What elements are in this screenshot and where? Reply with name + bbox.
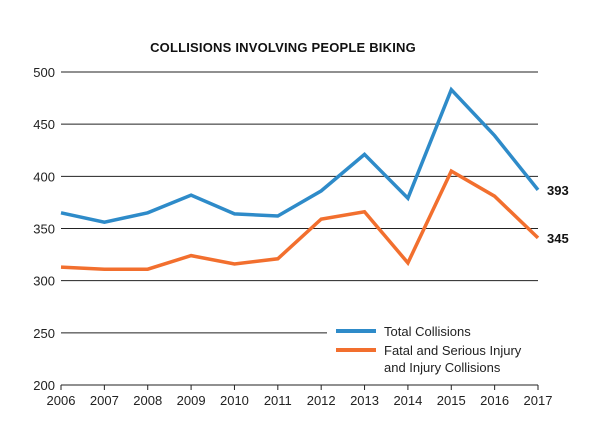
chart-title: COLLISIONS INVOLVING PEOPLE BIKING bbox=[150, 40, 416, 55]
x-tick-label: 2014 bbox=[393, 393, 422, 408]
y-tick-label: 200 bbox=[33, 378, 55, 393]
x-tick-label: 2011 bbox=[264, 393, 292, 408]
series-line-fatal-serious-injury bbox=[60, 168, 540, 271]
y-tick-label: 500 bbox=[33, 65, 55, 80]
axes: 200 250 300 350 400 450 500 2006 2007 2008 2009 201… bbox=[33, 65, 552, 408]
x-tick-label: 2008 bbox=[133, 393, 162, 408]
y-tick-label: 250 bbox=[33, 326, 55, 341]
legend-label: Fatal and Serious Injury bbox=[384, 343, 522, 358]
x-tick-label: 2015 bbox=[437, 393, 466, 408]
x-tick-label: 2016 bbox=[480, 393, 509, 408]
end-value-label: 393 bbox=[547, 183, 569, 198]
y-tick-label: 350 bbox=[33, 222, 55, 237]
y-tick-label: 450 bbox=[33, 117, 55, 132]
legend-label: and Injury Collisions bbox=[384, 360, 501, 375]
x-tick-label: 2009 bbox=[177, 393, 206, 408]
y-tick-label: 300 bbox=[33, 274, 55, 289]
x-tick-label: 2013 bbox=[350, 393, 379, 408]
x-tick-label: 2006 bbox=[47, 393, 76, 408]
series-lines bbox=[60, 86, 540, 271]
series-line-total-collisions bbox=[60, 86, 540, 224]
end-value-label: 345 bbox=[547, 231, 569, 246]
legend: Total Collisions Fatal and Serious Injury… bbox=[336, 324, 522, 375]
legend-label: Total Collisions bbox=[384, 324, 471, 339]
end-labels: 393 345 bbox=[547, 183, 569, 246]
x-tick-label: 2017 bbox=[524, 393, 553, 408]
x-tick-label: 2012 bbox=[307, 393, 336, 408]
y-tick-label: 400 bbox=[33, 169, 55, 184]
x-tick-label: 2010 bbox=[220, 393, 249, 408]
x-tick-label: 2007 bbox=[90, 393, 119, 408]
